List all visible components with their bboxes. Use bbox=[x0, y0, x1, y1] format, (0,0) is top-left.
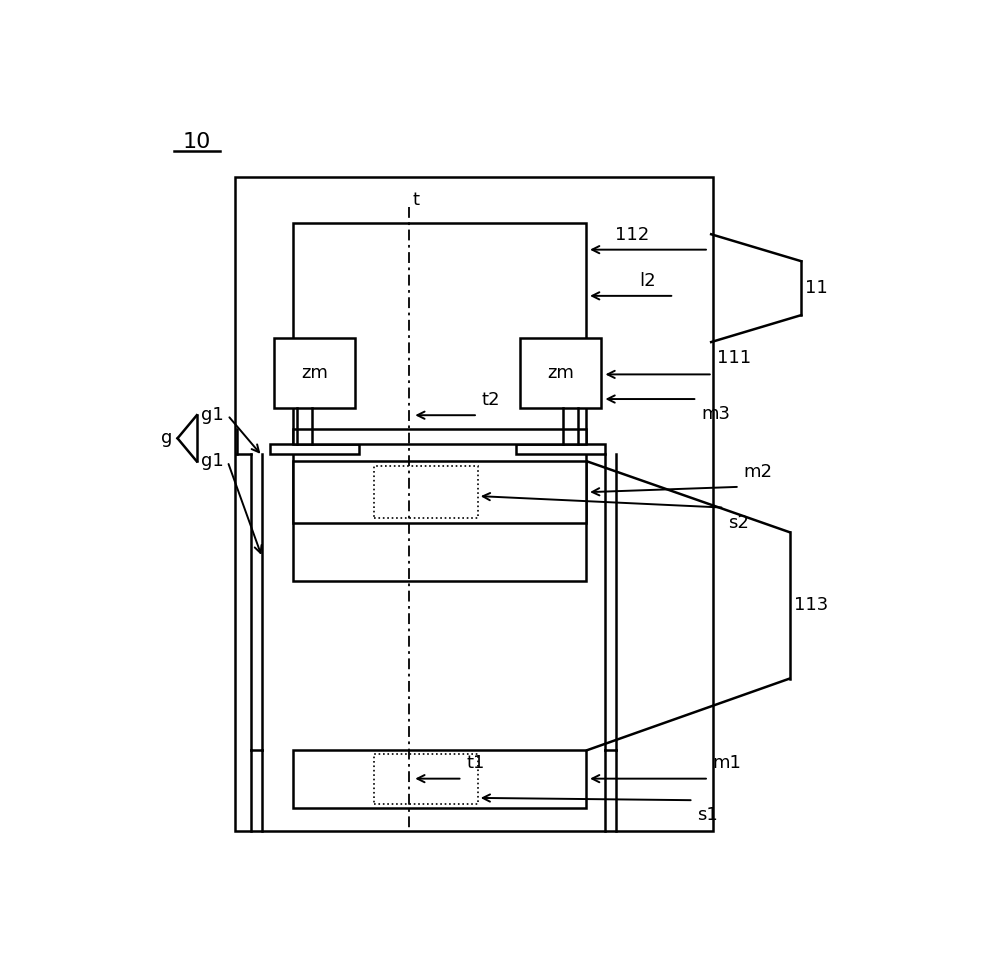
Text: g: g bbox=[161, 429, 172, 447]
Text: m3: m3 bbox=[701, 405, 730, 423]
Bar bbox=[374, 754, 478, 804]
Bar bbox=[293, 429, 586, 444]
Text: m1: m1 bbox=[713, 755, 742, 772]
Text: s1: s1 bbox=[697, 806, 718, 824]
Bar bbox=[520, 338, 601, 408]
Text: t2: t2 bbox=[482, 391, 500, 409]
Text: zm: zm bbox=[547, 363, 574, 382]
Text: zm: zm bbox=[301, 363, 328, 382]
Text: 111: 111 bbox=[717, 349, 751, 366]
Bar bbox=[270, 444, 359, 454]
Text: 113: 113 bbox=[794, 597, 828, 614]
Bar bbox=[516, 444, 605, 454]
Text: 11: 11 bbox=[805, 280, 828, 297]
Text: t1: t1 bbox=[466, 755, 485, 772]
Bar bbox=[274, 338, 355, 408]
Bar bbox=[374, 466, 478, 519]
Text: 112: 112 bbox=[615, 226, 649, 244]
Text: g1: g1 bbox=[201, 452, 223, 470]
Bar bbox=[293, 223, 586, 580]
Text: g1: g1 bbox=[201, 406, 223, 424]
Bar bbox=[293, 462, 586, 523]
Text: l2: l2 bbox=[640, 272, 656, 290]
Bar bbox=[235, 176, 713, 831]
Text: t: t bbox=[412, 191, 419, 208]
Text: s2: s2 bbox=[728, 514, 749, 532]
Bar bbox=[293, 750, 586, 808]
Text: m2: m2 bbox=[744, 463, 772, 481]
Text: 10: 10 bbox=[183, 132, 211, 152]
